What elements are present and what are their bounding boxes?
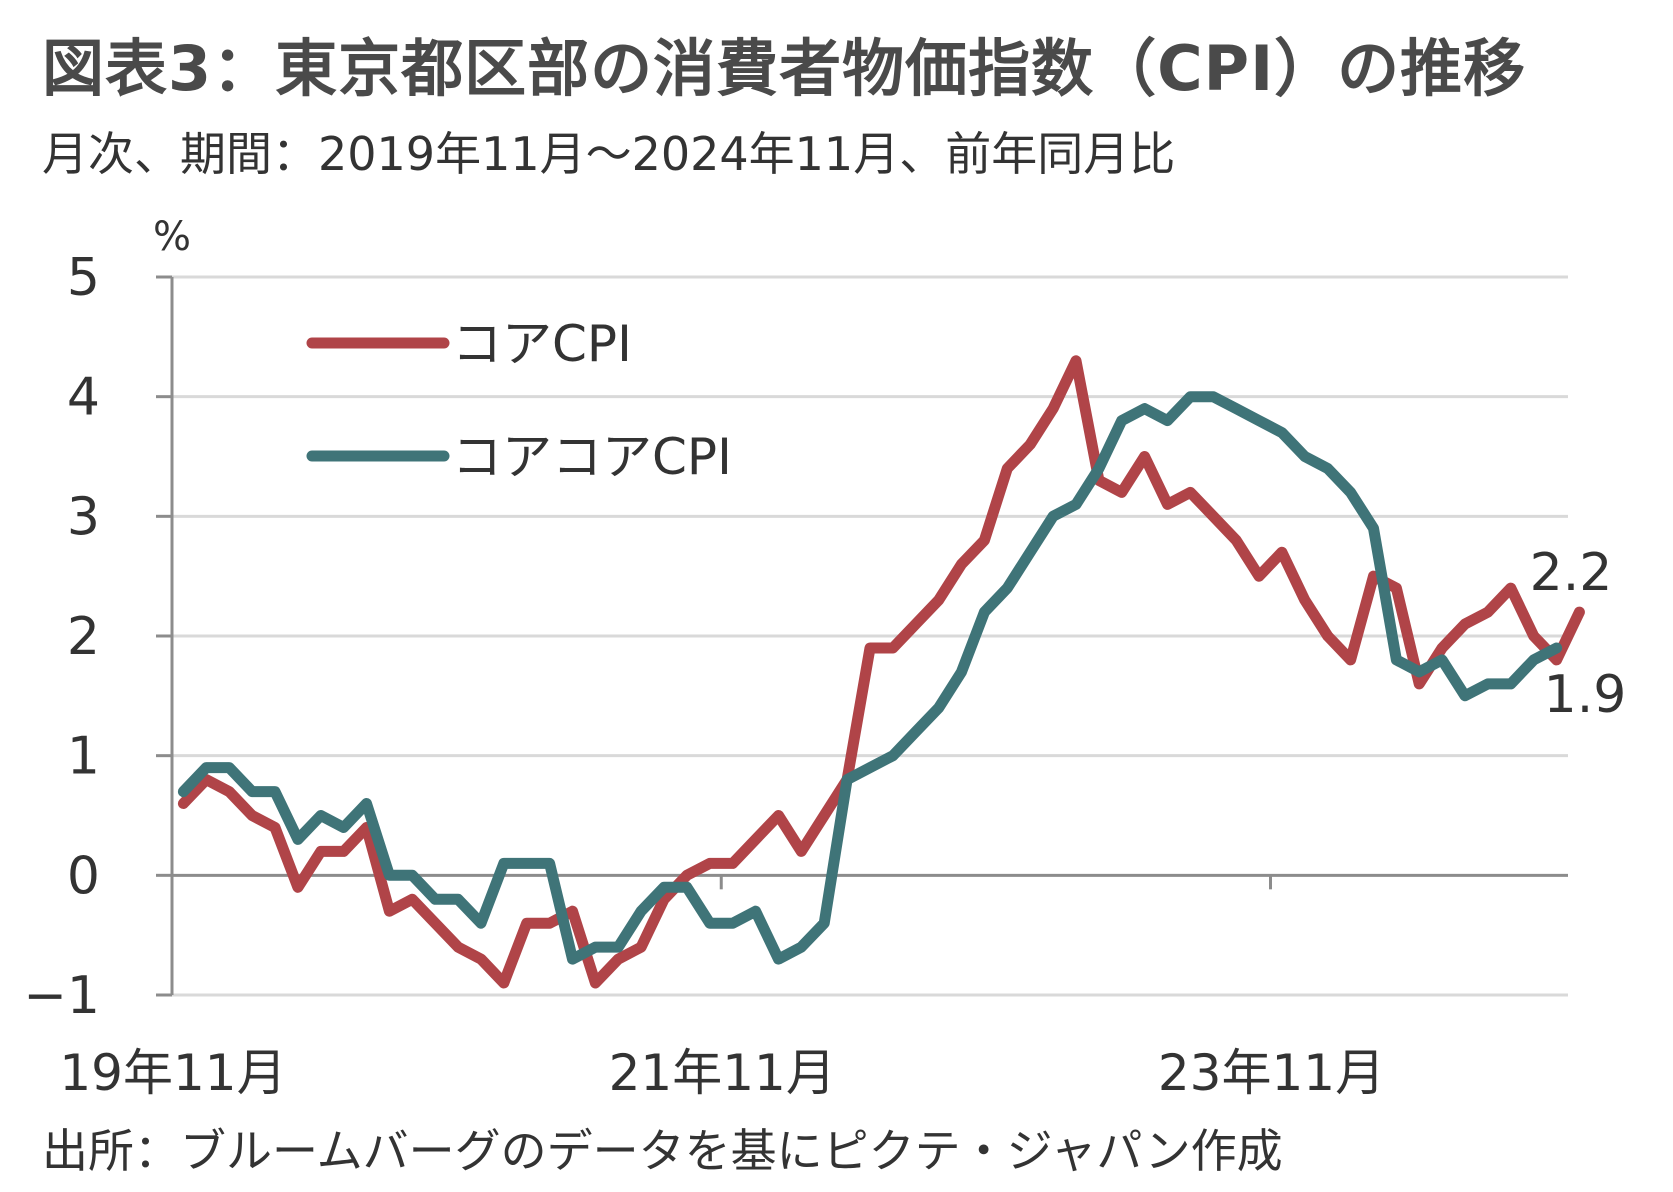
x-tick-label: 21年11月: [609, 1044, 836, 1102]
chart-subtitle: 月次、期間：2019年11月～2024年11月、前年同月比: [42, 127, 1176, 181]
source-note: 出所：ブルームバーグのデータを基にピクテ・ジャパン作成: [42, 1124, 1283, 1178]
axes: 5 4 3 2 1 0 −1% 19年11月 21年11月 23年11月: [23, 214, 1568, 1102]
y-tick-label: 0: [67, 846, 100, 906]
legend: コアCPI コアコアCPI: [306, 315, 732, 486]
end-labels: 2.2 1.9: [1530, 543, 1627, 725]
y-tick-label: 2: [67, 607, 100, 667]
gridlines: [172, 275, 1568, 997]
y-tick-label: 4: [67, 368, 100, 428]
x-tick-label: 19年11月: [59, 1044, 286, 1102]
data-label-core-cpi-end: 2.2: [1530, 543, 1613, 603]
y-tick-label: 1: [67, 727, 100, 787]
series-lines: [177, 355, 1585, 989]
legend-label: コアCPI: [452, 315, 632, 373]
series-line-core-core-cpi: [177, 391, 1563, 965]
y-tick-label: 5: [67, 248, 100, 308]
legend-label: コアコアCPI: [452, 428, 732, 486]
series-line-core-cpi: [177, 355, 1585, 989]
y-tick-label: 3: [67, 487, 100, 547]
data-label-core-core-cpi-end: 1.9: [1544, 665, 1627, 725]
chart-title: 図表3：東京都区部の消費者物価指数（CPI）の推移: [42, 32, 1527, 105]
y-tick-label: −1: [23, 966, 100, 1026]
x-tick-label: 23年11月: [1158, 1044, 1385, 1102]
y-axis-unit: %: [153, 214, 191, 260]
